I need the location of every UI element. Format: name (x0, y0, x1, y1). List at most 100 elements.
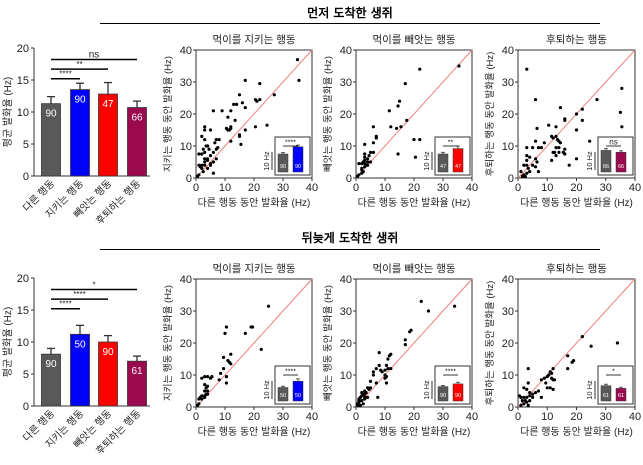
data-point (405, 118, 409, 122)
data-point (554, 134, 558, 138)
identity-line (517, 278, 636, 408)
y-tick-label: 30 (180, 306, 192, 318)
data-point (395, 126, 399, 130)
inset-bar-chart: 10 Hz 90 90 **** (262, 136, 311, 176)
data-point (253, 98, 258, 102)
data-point (418, 138, 422, 142)
data-point (545, 375, 549, 379)
y-axis-label: 지키는 행동 동안 발화율 (Hz) (162, 56, 174, 172)
y-axis-label: 지키는 행동 동안 발화율 (Hz) (162, 285, 174, 401)
data-point (377, 363, 381, 367)
data-point (197, 173, 201, 177)
data-point (200, 134, 204, 138)
data-point (224, 325, 229, 329)
data-point (355, 174, 360, 178)
data-point (243, 331, 247, 335)
data-point (363, 152, 367, 156)
data-point (389, 125, 393, 129)
x-tick-label: 0 (515, 182, 521, 194)
inset-bar-n-label: 61 (603, 393, 609, 399)
data-point (522, 395, 526, 399)
data-point (367, 387, 371, 391)
x-tick-label: 20 (408, 411, 420, 423)
inset-bar (600, 385, 612, 402)
inset-bar-chart: 10 Hz 61 61 * (585, 365, 634, 405)
x-tick-label: 0 (193, 411, 199, 423)
data-point (366, 157, 370, 161)
data-point (223, 331, 227, 335)
data-point (374, 136, 378, 140)
x-tick-label: 10 (541, 182, 553, 194)
significance-label: * (92, 281, 95, 290)
data-point (566, 367, 570, 371)
data-point (539, 146, 544, 150)
x-axis-label: 다른 행동 동안 발화율 (Hz) (198, 426, 311, 438)
data-point (386, 357, 390, 361)
y-tick-label: 10 (340, 370, 352, 382)
data-point (550, 371, 554, 375)
data-point (547, 123, 551, 127)
data-point (519, 170, 523, 174)
data-point (563, 118, 567, 122)
inset-bar-n-label: 47 (440, 164, 446, 170)
data-point (297, 78, 301, 82)
scale-bar-label: 10 Hz (585, 151, 594, 171)
data-point (533, 98, 538, 102)
data-point (386, 367, 390, 371)
data-point (387, 354, 391, 358)
data-point (240, 101, 244, 105)
data-point (229, 352, 233, 356)
data-point (528, 391, 532, 395)
inset-significance-label: **** (285, 140, 296, 147)
data-point (266, 304, 271, 308)
inset-bar (292, 380, 304, 402)
y-axis-label: 평균 발화율 (Hz) (2, 77, 14, 147)
inset-significance-label: **** (285, 369, 296, 376)
data-point (206, 384, 210, 388)
x-tick-label: 20 (248, 411, 260, 423)
bar-n-label: 66 (131, 113, 143, 124)
data-point (542, 376, 546, 380)
y-tick-label: 15 (17, 305, 29, 317)
inset-bar (452, 383, 464, 402)
data-point (426, 309, 431, 313)
data-point (399, 125, 403, 129)
data-point (200, 166, 204, 170)
scale-bar-label: 10 Hz (585, 380, 594, 400)
data-point (522, 402, 526, 406)
data-point (366, 160, 370, 164)
y-tick-label: 10 (180, 141, 192, 153)
data-point (203, 375, 207, 379)
y-tick-label: 10 (17, 337, 29, 349)
x-axis-label: 다른 행동 동안 발화율 (Hz) (358, 197, 471, 209)
data-point (366, 395, 370, 399)
inset-bar-n-label: 61 (618, 393, 624, 399)
data-point (357, 399, 361, 403)
inset-significance-label: * (612, 369, 615, 376)
data-point (203, 395, 207, 399)
data-point (363, 155, 367, 159)
data-point (539, 378, 544, 382)
data-point (363, 392, 367, 396)
x-tick-label: 0 (193, 182, 199, 194)
inset-bar-n-label: 90 (295, 164, 301, 170)
y-axis-label: 빼앗는 행동 동안 발화율 (Hz) (322, 56, 334, 172)
data-point (419, 299, 423, 303)
x-tick-label: 20 (248, 182, 260, 194)
inset-bar (600, 150, 612, 173)
data-point (403, 82, 407, 86)
inset-bar (277, 153, 289, 173)
data-point (528, 170, 532, 174)
data-point (554, 146, 558, 150)
x-axis-label: 다른 행동 동안 발화율 (Hz) (198, 197, 311, 209)
scatter-plot: 후퇴하는 행동 0 10 20 30 40 0 10 20 30 40 다른 행동 동안 발화율 (H… (484, 33, 641, 209)
data-point (217, 378, 221, 382)
data-point (203, 160, 207, 164)
x-tick-label: 20 (570, 411, 582, 423)
data-point (558, 106, 563, 110)
inset-significance-label: ns (609, 138, 617, 147)
bar-n-label: 90 (45, 109, 57, 120)
data-point (200, 397, 204, 401)
data-point (229, 139, 233, 143)
